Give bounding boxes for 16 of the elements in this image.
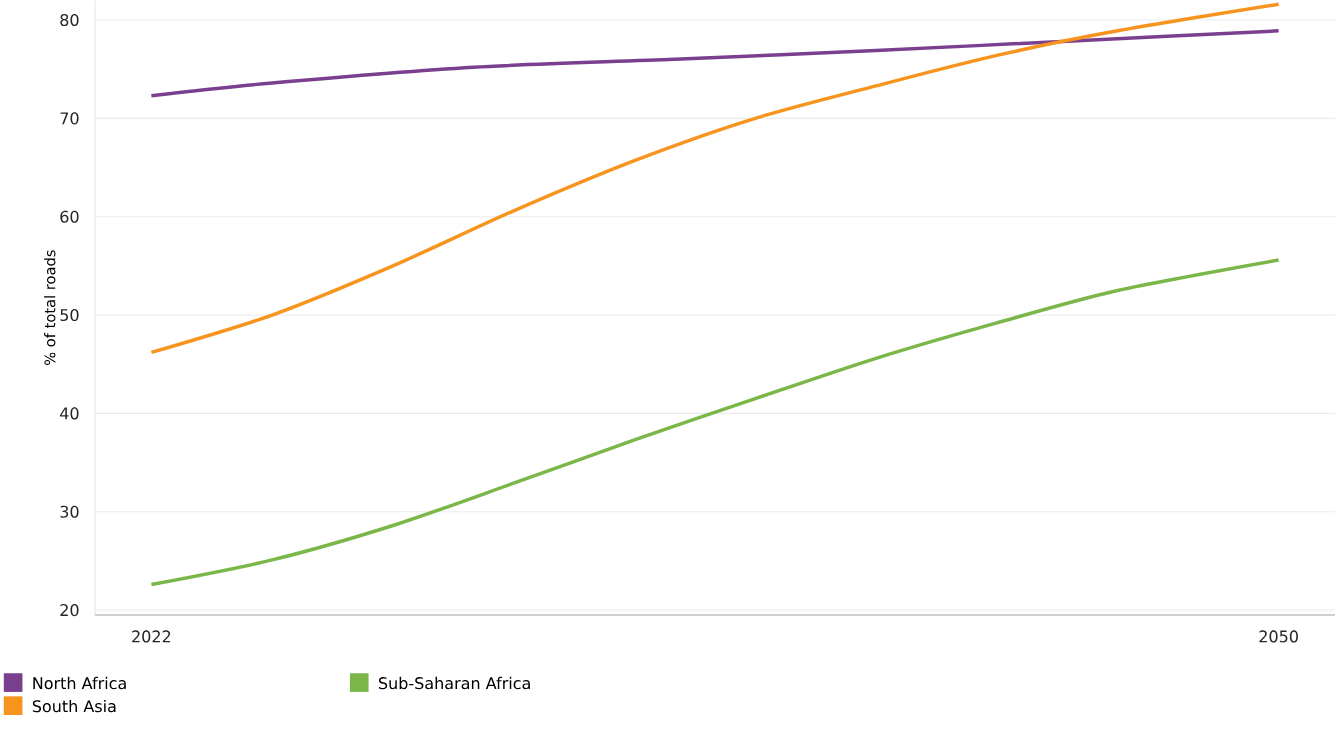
y-tick-label: 80 — [60, 13, 79, 27]
legend-label: North Africa — [33, 676, 126, 690]
legend-label: South Asia — [32, 699, 116, 713]
line-series — [149, 29, 1281, 98]
y-tick-label: 40 — [60, 407, 79, 420]
y-tick-label: 20 — [60, 604, 79, 617]
line-series — [149, 258, 1281, 587]
x-tick-label: 2022 — [132, 630, 171, 643]
line-series — [149, 2, 1281, 355]
y-tick-label: 70 — [60, 112, 79, 125]
y-tick-label: 60 — [60, 210, 79, 223]
legend-label: Sub-Saharan Africa — [378, 676, 530, 690]
y-tick-label: 30 — [60, 505, 79, 518]
y-tick-label: 50 — [60, 308, 79, 322]
y-axis-title: % of total roads — [44, 250, 56, 365]
x-tick-label: 2050 — [1259, 630, 1298, 643]
